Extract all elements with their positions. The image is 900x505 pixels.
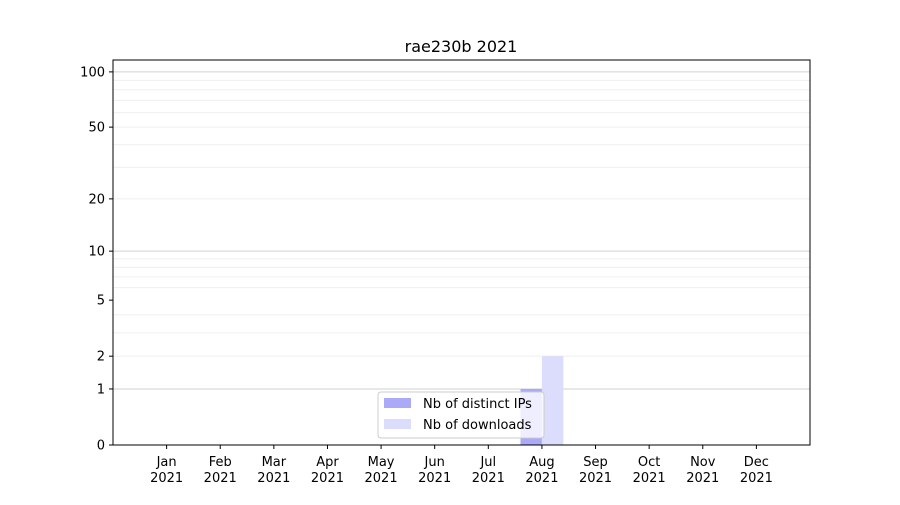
x-tick-label: Apr 2021 [311, 455, 344, 486]
x-tick-label: Dec 2021 [740, 455, 773, 486]
plot-frame [112, 59, 811, 446]
legend-swatch [384, 398, 411, 408]
bar-downloads [541, 356, 564, 445]
x-tick-label: May 2021 [365, 455, 398, 486]
x-tick-label: Oct 2021 [633, 455, 666, 486]
y-tick-label: 20 [88, 192, 105, 207]
legend-label: Nb of downloads [423, 418, 532, 433]
y-tick-label: 5 [97, 294, 105, 309]
x-tick-label: Feb 2021 [204, 455, 237, 486]
y-tick-label: 50 [88, 121, 105, 136]
x-tick-label: Sep 2021 [579, 455, 612, 486]
legend-swatch [384, 419, 411, 429]
y-tick-label: 1 [97, 382, 105, 397]
x-tick-label: Mar 2021 [257, 455, 290, 486]
x-tick-label: Jan 2021 [150, 455, 183, 486]
legend-label: Nb of distinct IPs [423, 397, 532, 412]
chart-title: rae230b 2021 [405, 37, 518, 56]
x-tick-label: Aug 2021 [525, 455, 558, 486]
y-tick-label: 0 [97, 439, 105, 454]
legend-box [377, 391, 545, 439]
y-tick-label: 2 [97, 350, 105, 365]
x-tick-label: Jul 2021 [472, 455, 505, 486]
x-tick-label: Nov 2021 [686, 455, 719, 486]
y-tick-label: 10 [88, 245, 105, 260]
y-tick-label: 100 [80, 65, 105, 80]
x-tick-label: Jun 2021 [418, 455, 451, 486]
